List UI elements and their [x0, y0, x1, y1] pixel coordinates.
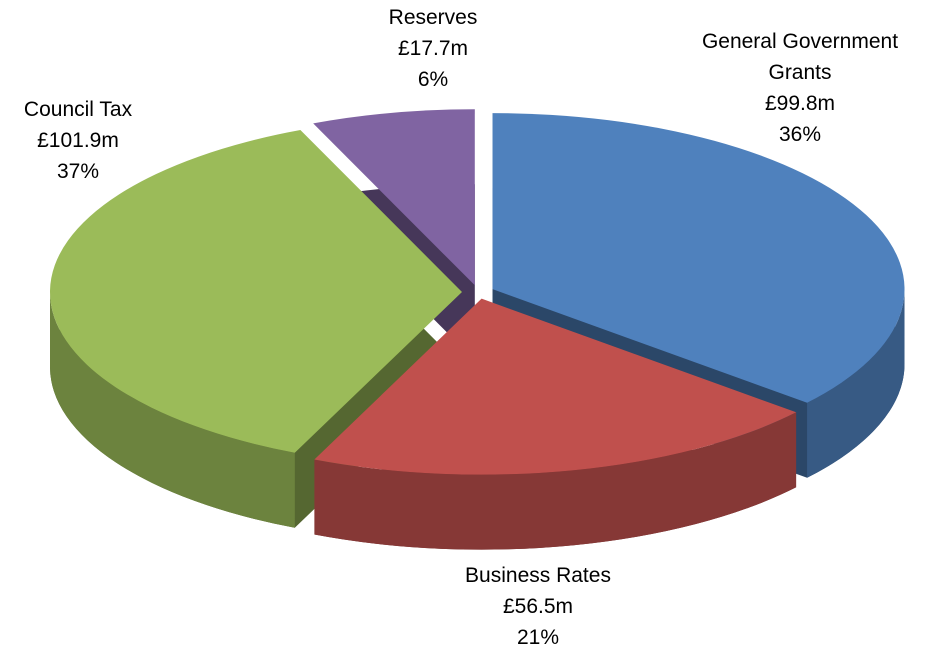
slice	[50, 130, 463, 453]
percentage-label: 6%	[417, 68, 449, 91]
slice-label: Business Rates £56.5m 21%	[465, 560, 611, 651]
value-label: £99.8m	[764, 92, 836, 115]
category-label: Council Tax	[23, 98, 133, 121]
category-label: Business Rates	[465, 564, 611, 587]
percentage-label: 21%	[516, 626, 560, 649]
slice-label: Reserves £17.7m 6%	[389, 2, 478, 95]
slice	[314, 298, 797, 475]
percentage-label: 36%	[778, 123, 822, 146]
value-label: £56.5m	[502, 595, 574, 618]
slice-wall	[50, 291, 295, 528]
slice-wall	[807, 289, 905, 478]
slice-wall	[314, 412, 797, 550]
category-label: Reserves	[388, 6, 478, 29]
slice-label: General Government Grants £99.8m 36%	[670, 26, 930, 150]
slice	[492, 113, 905, 403]
slice-label: Council Tax £101.9m 37%	[24, 94, 132, 187]
value-label: £101.9m	[37, 129, 119, 152]
percentage-label: 37%	[56, 160, 100, 183]
value-label: £17.7m	[397, 37, 469, 60]
slice	[313, 109, 475, 286]
category-label: General Government Grants	[701, 30, 899, 84]
